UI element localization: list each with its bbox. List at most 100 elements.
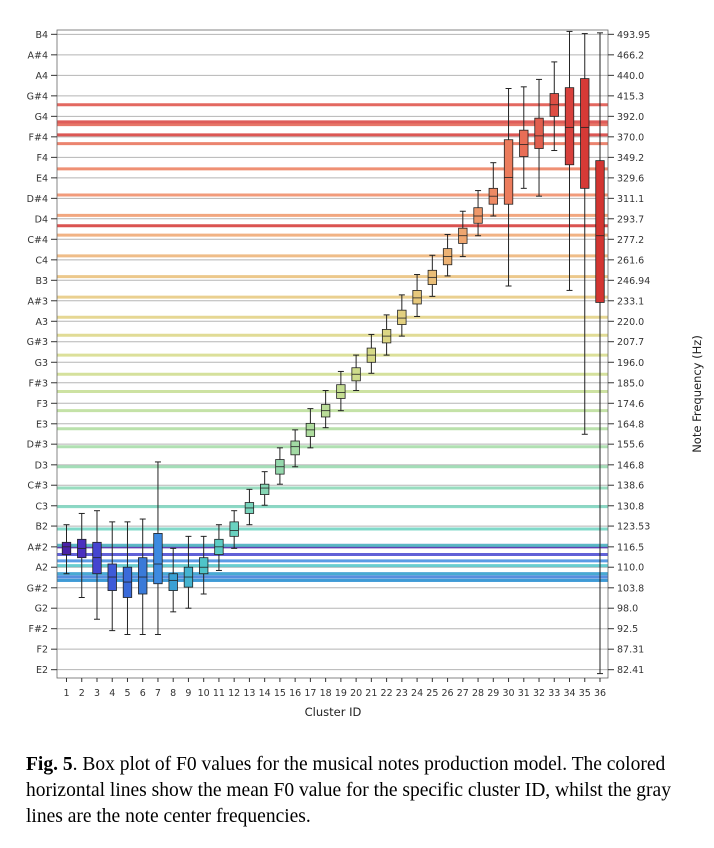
cluster-box [473, 190, 483, 237]
cluster-box [92, 510, 102, 620]
note-tick-label: F3 [36, 399, 48, 410]
interquartile-box [168, 573, 178, 591]
cluster-box [77, 512, 87, 599]
interquartile-box [290, 440, 300, 456]
freq-tick-label: 146.8 [617, 460, 644, 471]
cluster-box [199, 535, 209, 595]
freq-tick-label: 155.6 [617, 440, 644, 451]
cluster-box [214, 524, 224, 571]
interquartile-box [138, 557, 148, 595]
interquartile-box [336, 384, 346, 399]
freq-tick-label: 87.31 [617, 645, 644, 656]
freq-tick-label: 103.8 [617, 583, 644, 594]
cluster-box [168, 547, 178, 613]
x-tick-label: 9 [185, 688, 191, 699]
x-tick-label: 14 [259, 688, 271, 699]
cluster-box [519, 86, 529, 189]
x-tick-label: 31 [518, 688, 530, 699]
interquartile-box [397, 309, 407, 325]
freq-tick-label: 185.0 [617, 378, 644, 389]
interquartile-box [61, 541, 72, 555]
cluster-box [138, 518, 148, 635]
caption-label: Fig. 5 [26, 754, 73, 775]
x-tick-label: 8 [170, 688, 176, 699]
x-axis-label: Cluster ID [305, 705, 362, 719]
cluster-box [366, 333, 377, 374]
cluster-box [336, 370, 346, 412]
interquartile-box [153, 533, 163, 585]
x-tick-label: 25 [426, 688, 438, 699]
interquartile-box [229, 521, 239, 537]
x-tick-label: 15 [274, 688, 286, 699]
note-tick-label: B3 [35, 276, 48, 287]
note-tick-label: A#3 [27, 296, 48, 307]
freq-tick-label: 207.7 [617, 337, 644, 348]
x-tick-label: 4 [109, 688, 115, 699]
freq-tick-label: 196.0 [617, 358, 644, 369]
x-tick-label: 16 [289, 688, 301, 699]
x-tick-label: 19 [335, 688, 347, 699]
cluster-box [229, 510, 239, 549]
freq-tick-label: 98.0 [617, 604, 638, 615]
note-tick-label: D#4 [27, 194, 48, 205]
freq-tick-label: 370.0 [617, 132, 644, 143]
x-tick-label: 17 [304, 688, 316, 699]
cluster-box [107, 521, 117, 632]
x-tick-label: 35 [579, 688, 591, 699]
cluster-box [244, 488, 255, 526]
note-tick-label: E2 [36, 665, 48, 676]
cluster-box [458, 210, 468, 258]
x-tick-label: 13 [243, 688, 255, 699]
cluster-box [412, 274, 422, 317]
x-tick-label: 26 [442, 688, 454, 699]
cluster-box [503, 87, 514, 287]
note-tick-label: G3 [35, 358, 48, 369]
cluster-box [427, 254, 437, 297]
x-tick-label: 7 [155, 688, 161, 699]
interquartile-box [595, 160, 605, 303]
x-tick-label: 27 [457, 688, 469, 699]
freq-tick-label: 246.94 [617, 276, 650, 287]
note-tick-label: G#3 [27, 337, 48, 348]
cluster-box [320, 390, 331, 429]
x-tick-label: 6 [140, 688, 146, 699]
note-tick-label: A#4 [27, 50, 48, 61]
x-tick-label: 23 [396, 688, 408, 699]
interquartile-box [473, 207, 483, 224]
x-tick-label: 24 [411, 688, 423, 699]
freq-tick-label: 138.6 [617, 481, 644, 492]
freq-tick-label: 220.0 [617, 317, 644, 328]
cluster-box [305, 408, 316, 449]
cluster-box [580, 33, 590, 435]
caption-text: . Box plot of F0 values for the musical … [26, 754, 671, 827]
cluster-box [488, 162, 498, 217]
cluster-box [397, 294, 407, 337]
x-tick-label: 1 [63, 688, 69, 699]
figure-caption: Fig. 5. Box plot of F0 values for the mu… [26, 752, 694, 830]
mean-lines [57, 103, 608, 582]
x-tick-label: 10 [198, 688, 210, 699]
grid-lines [57, 33, 608, 671]
interquartile-box [580, 78, 590, 189]
freq-tick-label: 164.8 [617, 419, 644, 430]
interquartile-box [519, 129, 529, 157]
freq-tick-label: 123.53 [617, 522, 650, 533]
interquartile-box [503, 139, 514, 205]
x-tick-label: 30 [502, 688, 514, 699]
x-tick-label: 34 [563, 688, 575, 699]
cluster-box [183, 535, 194, 609]
note-tick-label: C#4 [27, 235, 48, 246]
cluster-box [534, 78, 544, 197]
freq-tick-label: 440.0 [617, 71, 644, 82]
cluster-box [351, 354, 361, 392]
x-tick-label: 36 [594, 688, 606, 699]
x-tick-label: 11 [213, 688, 225, 699]
freq-tick-label: 392.0 [617, 112, 644, 123]
note-tick-label: G#2 [27, 583, 48, 594]
note-tick-label: A#2 [27, 542, 48, 553]
freq-tick-label: 82.41 [617, 665, 644, 676]
x-tick-label: 33 [548, 688, 560, 699]
freq-tick-label: 277.2 [617, 235, 644, 246]
cluster-box [61, 524, 72, 575]
